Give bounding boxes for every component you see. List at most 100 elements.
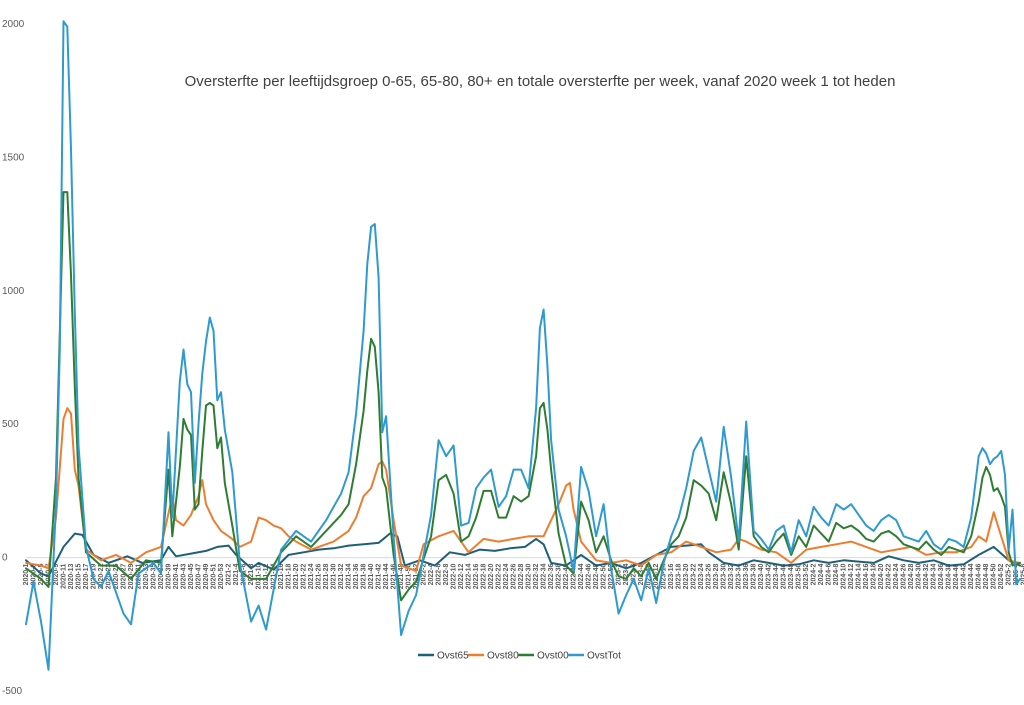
x-tick-label: 2021-34 xyxy=(346,564,353,590)
x-tick-label: 2024-14 xyxy=(856,564,863,590)
x-tick-label: 2022-6 xyxy=(436,563,443,585)
x-tick-label: 2021-30 xyxy=(331,564,338,590)
x-tick-label: 2022-38 xyxy=(556,564,563,590)
x-tick-label: 2022-4 xyxy=(428,563,435,585)
x-tick-label: 2021-16 xyxy=(278,564,285,590)
chart-title: Oversterfte per leeftijdsgroep 0-65, 65-… xyxy=(185,73,896,90)
x-tick-label: 2021-8 xyxy=(248,563,255,585)
x-tick-label: 2022-40 xyxy=(563,564,570,590)
x-tick-label: 2022-22 xyxy=(496,564,503,590)
x-tick-label: 2020-29 xyxy=(128,564,135,590)
x-tick-label: 2020-23 xyxy=(106,564,113,590)
series-line-ovst00 xyxy=(25,191,1021,602)
x-tick-label: 2022-12 xyxy=(458,564,465,590)
x-tick-label: 2021-20 xyxy=(293,564,300,590)
x-tick-label: 2023-6 xyxy=(631,563,638,585)
x-tick-label: 2023-2 xyxy=(616,563,623,585)
x-tick-label: 2025-6 xyxy=(1021,563,1024,585)
x-tick-label: 2024-30 xyxy=(916,564,923,590)
x-tick-label: 2024-16 xyxy=(863,564,870,590)
x-tick-label: 2020-25 xyxy=(113,564,120,590)
legend-label-ovst65: Ovst65 xyxy=(437,651,469,662)
x-tick-label: 2023-48 xyxy=(788,564,795,590)
x-tick-label: 2023-26 xyxy=(706,564,713,590)
x-tick-label: 2023-20 xyxy=(683,564,690,590)
x-tick-label: 2023-10 xyxy=(646,564,653,590)
y-axis: -500 0 500 1000 1500 2000 xyxy=(2,19,1020,697)
x-tick-label: 2021-44 xyxy=(383,564,390,590)
x-tick-label: 2020-33 xyxy=(143,564,150,590)
x-tick-label: 2020-43 xyxy=(181,564,188,590)
x-tick-label: 2021-22 xyxy=(301,564,308,590)
x-tick-label: 2022-46 xyxy=(586,564,593,590)
x-tick-label: 2024-28 xyxy=(908,564,915,590)
x-tick-label: 2021-40 xyxy=(368,564,375,590)
y-tick-label: 0 xyxy=(2,553,8,564)
x-tick-label: 2024-48 xyxy=(983,564,990,590)
x-tick-label: 2023-38 xyxy=(751,564,758,590)
x-tick-label: 2020-9 xyxy=(53,563,60,585)
y-tick-label: 500 xyxy=(2,419,19,430)
x-tick-label: 2020-41 xyxy=(173,564,180,590)
x-tick-label: 2024-24 xyxy=(893,564,900,590)
series-group xyxy=(25,20,1021,671)
x-tick-label: 2020-17 xyxy=(83,564,90,590)
x-tick-label: 2024-4 xyxy=(818,563,825,585)
x-tick-label: 2024-36 xyxy=(938,564,945,590)
x-tick-label: 2022-14 xyxy=(466,564,473,590)
series-line-ovsttot xyxy=(25,20,1021,671)
x-tick-label: 2022-16 xyxy=(473,564,480,590)
x-tick-label: 2021-10 xyxy=(256,564,263,590)
x-tick-label: 2024-42 xyxy=(961,564,968,590)
x-tick-label: 2021-38 xyxy=(361,564,368,590)
x-tick-label: 2023-24 xyxy=(698,564,705,590)
x-tick-label: 2022-8 xyxy=(443,563,450,585)
x-tick-label: 2020-11 xyxy=(61,564,68,589)
x-tick-label: 2024-50 xyxy=(991,564,998,590)
series-line-ovst65 xyxy=(25,532,1021,578)
x-tick-label: 2021-52 xyxy=(413,564,420,590)
x-tick-label: 2021-2 xyxy=(226,563,233,585)
x-tick-label: 2024-22 xyxy=(886,564,893,590)
x-tick-label: 2024-34 xyxy=(931,564,938,590)
x-tick-label: 2022-18 xyxy=(481,564,488,590)
x-tick-label: 2023-34 xyxy=(736,564,743,590)
x-tick-label: 2021-50 xyxy=(406,564,413,590)
x-tick-label: 2022-2 xyxy=(421,563,428,585)
x-tick-label: 2022-42 xyxy=(571,564,578,590)
x-tick-label: 2021-36 xyxy=(353,564,360,590)
x-tick-label: 2022-30 xyxy=(526,564,533,590)
x-tick-label: 2022-10 xyxy=(451,564,458,590)
x-tick-label: 2024-2 xyxy=(811,563,818,585)
x-tick-label: 2025-2 xyxy=(1006,563,1013,585)
x-tick-label: 2022-26 xyxy=(511,564,518,590)
x-tick-label: 2020-21 xyxy=(98,564,105,590)
x-tick-label: 2023-32 xyxy=(728,564,735,590)
x-tick-label: 2023-30 xyxy=(721,564,728,590)
x-tick-label: 2021-24 xyxy=(308,564,315,590)
legend-label-ovst00: Ovst00 xyxy=(537,651,569,662)
x-tick-label: 2020-47 xyxy=(196,564,203,590)
x-tick-label: 2020-37 xyxy=(158,564,165,590)
x-tick-label: 2020-49 xyxy=(203,564,210,590)
x-tick-label: 2020-39 xyxy=(166,564,173,590)
x-tick-label: 2024-26 xyxy=(901,564,908,590)
y-tick-label: 2000 xyxy=(2,19,25,30)
x-tick-label: 2022-28 xyxy=(518,564,525,590)
y-tick-label: 1500 xyxy=(2,152,25,163)
x-tick-label: 2020-35 xyxy=(151,564,158,590)
x-tick-label: 2021-26 xyxy=(316,564,323,590)
x-tick-label: 2023-52 xyxy=(803,564,810,590)
x-tick-label: 2020-19 xyxy=(91,564,98,590)
x-tick-label: 2020-15 xyxy=(76,564,83,590)
x-tick-label: 2022-34 xyxy=(541,564,548,590)
x-tick-label: 2022-36 xyxy=(548,564,555,590)
x-tick-label: 2023-16 xyxy=(668,564,675,590)
legend: Ovst65 Ovst80 Ovst00 OvstTot xyxy=(418,651,621,662)
x-tick-label: 2021-14 xyxy=(271,564,278,590)
x-tick-label: 2021-28 xyxy=(323,564,330,590)
y-tick-label: 1000 xyxy=(2,286,25,297)
x-tick-label: 2020-27 xyxy=(121,564,128,590)
x-tick-label: 2023-28 xyxy=(713,564,720,590)
legend-label-ovst80: Ovst80 xyxy=(487,651,519,662)
